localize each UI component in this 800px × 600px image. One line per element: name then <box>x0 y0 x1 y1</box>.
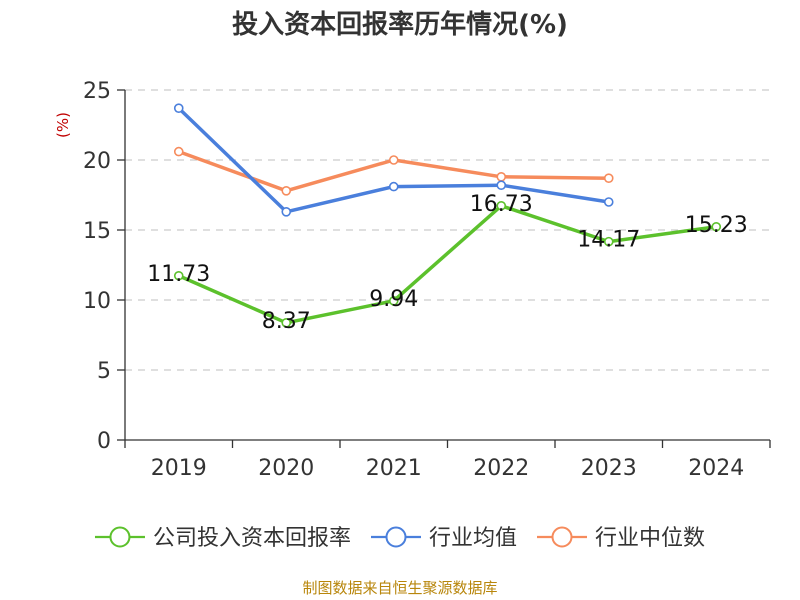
data-point <box>496 172 507 182</box>
data-point <box>603 197 614 207</box>
legend-item: 行业中位数 <box>537 526 705 551</box>
y-axis-unit: (%) <box>54 112 72 138</box>
series <box>173 103 722 328</box>
data-point <box>281 318 292 328</box>
legend-item: 行业均值 <box>370 526 517 551</box>
data-point <box>603 236 614 247</box>
data-labels: 11.73 8.37 9.94 16.73 14.17 15.23 <box>147 192 747 334</box>
y-tick-label: 25 <box>83 79 111 104</box>
legend-marker <box>109 526 131 548</box>
legend: 公司投入资本回报率 行业均值 行业中位数 <box>94 526 705 551</box>
x-tick-label: 2021 <box>366 456 422 481</box>
legend-label: 行业中位数 <box>595 526 705 551</box>
y-tick-label: 10 <box>83 289 111 314</box>
data-label: 9.94 <box>369 287 418 312</box>
legend-marker <box>385 526 407 548</box>
axes: 0 5 10 15 20 25 2019 2020 2021 2022 2023 2024 <box>83 79 771 481</box>
y-tick-label: 0 <box>97 429 111 454</box>
x-tick-label: 2022 <box>473 456 529 481</box>
data-label: 8.37 <box>262 309 311 334</box>
x-tick-label: 2019 <box>151 456 207 481</box>
y-tick-label: 20 <box>83 149 111 174</box>
data-point <box>388 155 399 165</box>
series-line <box>178 204 717 325</box>
data-label: 16.73 <box>470 192 533 217</box>
x-tick-label: 2024 <box>688 456 744 481</box>
x-tick-label: 2020 <box>258 456 314 481</box>
source-note: 制图数据来自恒生聚源数据库 <box>302 579 497 597</box>
data-point <box>388 181 399 192</box>
data-point <box>496 180 507 190</box>
data-point <box>711 221 722 232</box>
data-point <box>281 186 292 196</box>
data-label: 11.73 <box>147 262 210 287</box>
data-point <box>603 173 614 183</box>
legend-item: 公司投入资本回报率 <box>94 526 351 551</box>
grid <box>125 89 770 371</box>
legend-label: 行业均值 <box>429 526 517 551</box>
legend-label: 公司投入资本回报率 <box>153 526 351 551</box>
y-tick-label: 15 <box>83 219 111 244</box>
data-point <box>281 207 292 217</box>
chart-title: 投入资本回报率历年情况(%) <box>232 9 568 40</box>
y-tick-label: 5 <box>97 359 111 384</box>
data-point <box>173 146 184 157</box>
data-point <box>173 270 184 281</box>
data-label: 15.23 <box>685 213 748 238</box>
data-label: 14.17 <box>577 228 640 253</box>
data-point <box>173 103 184 113</box>
data-point <box>496 200 507 211</box>
legend-marker <box>551 526 573 548</box>
data-point <box>388 296 399 306</box>
x-tick-label: 2023 <box>581 456 637 481</box>
